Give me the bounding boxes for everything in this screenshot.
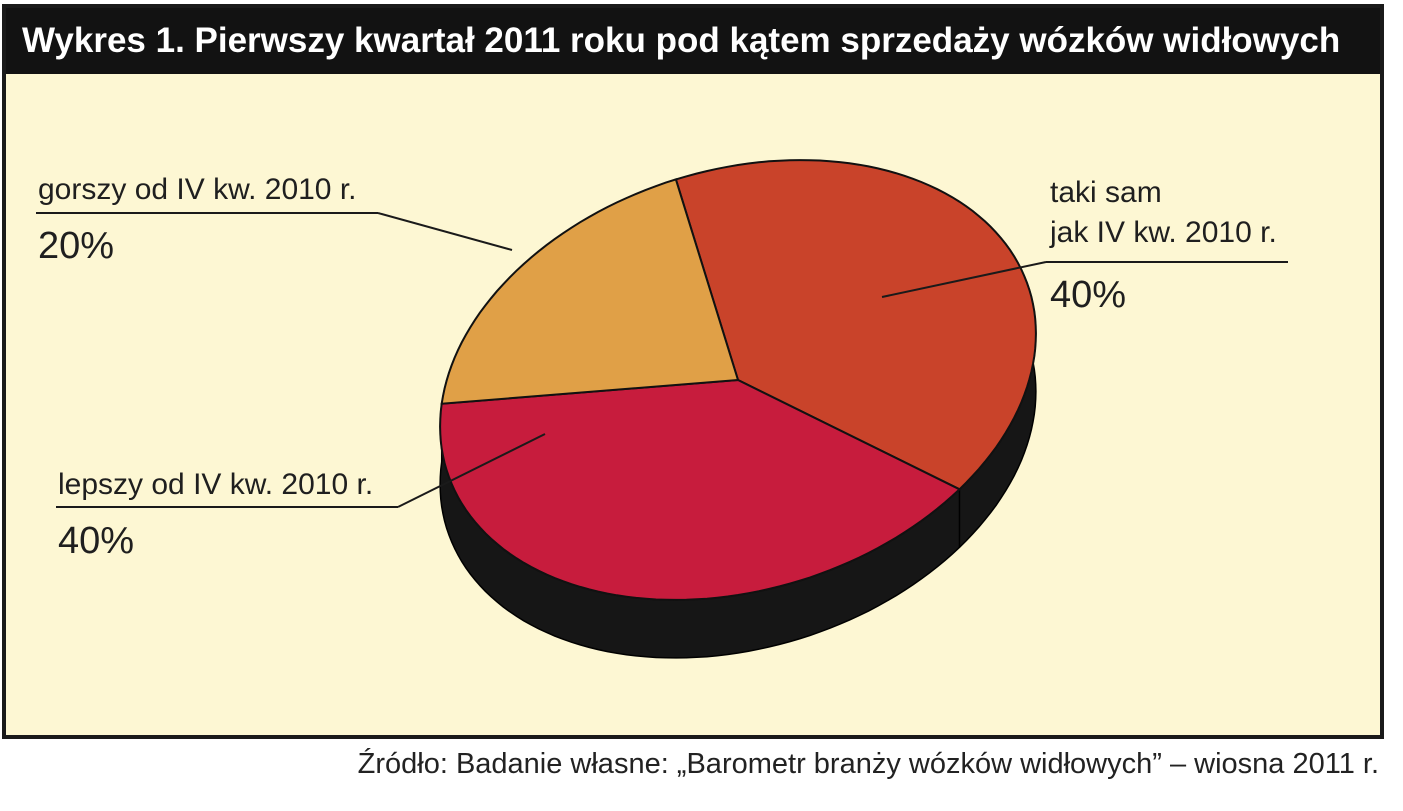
label-worse-leader <box>377 212 513 251</box>
label-same-text: jak IV kw. 2010 r. <box>1049 216 1277 249</box>
pie-slice-worse <box>440 178 740 405</box>
chart-title: Wykres 1. Pierwszy kwartał 2011 roku pod… <box>22 21 1341 60</box>
label-worse-value: 20% <box>38 225 114 267</box>
label-same-text: taki sam <box>1050 176 1162 209</box>
title-bar: Wykres 1. Pierwszy kwartał 2011 roku pod… <box>6 8 1380 74</box>
label-worse-text: gorszy od IV kw. 2010 r. <box>38 173 357 206</box>
label-same-value: 40% <box>1050 274 1126 316</box>
pie-slice-same <box>674 159 1037 491</box>
pie-slice-better <box>439 378 962 601</box>
label-same-leader <box>881 261 1047 298</box>
pie-chart: taki sam jak IV kw. 2010 r. 40% lepszy od I… <box>36 159 1288 659</box>
label-better-leader <box>397 433 546 508</box>
source-note: Źródło: Badanie własne: „Barometr branży… <box>357 748 1379 780</box>
label-better-text: lepszy od IV kw. 2010 r. <box>58 468 373 501</box>
label-better-value: 40% <box>58 520 134 562</box>
